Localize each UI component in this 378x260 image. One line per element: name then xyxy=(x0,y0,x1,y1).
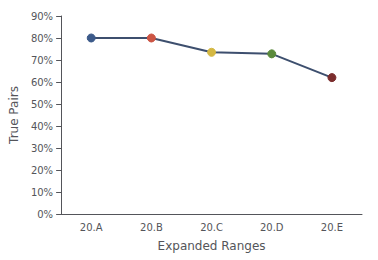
svg-text:70%: 70% xyxy=(31,55,53,66)
svg-text:20.B: 20.B xyxy=(140,222,163,233)
svg-text:40%: 40% xyxy=(31,121,53,132)
svg-text:60%: 60% xyxy=(31,77,53,88)
svg-text:20.D: 20.D xyxy=(260,222,284,233)
svg-text:90%: 90% xyxy=(31,11,53,22)
svg-text:20.A: 20.A xyxy=(80,222,103,233)
svg-text:50%: 50% xyxy=(31,99,53,110)
svg-text:20.C: 20.C xyxy=(200,222,223,233)
svg-text:30%: 30% xyxy=(31,143,53,154)
svg-text:True Pairs: True Pairs xyxy=(7,86,21,145)
svg-text:10%: 10% xyxy=(31,187,53,198)
svg-text:Expanded Ranges: Expanded Ranges xyxy=(158,239,266,253)
svg-text:0%: 0% xyxy=(37,209,53,220)
svg-text:80%: 80% xyxy=(31,33,53,44)
svg-text:20.E: 20.E xyxy=(321,222,343,233)
svg-text:20%: 20% xyxy=(31,165,53,176)
